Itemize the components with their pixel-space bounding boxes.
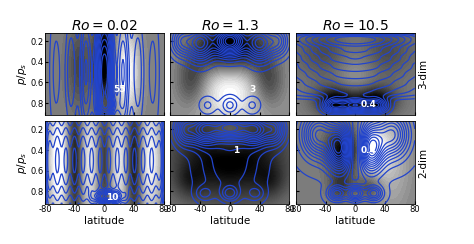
X-axis label: latitude: latitude <box>84 215 125 225</box>
Text: 55: 55 <box>113 85 126 94</box>
Text: 1: 1 <box>233 146 239 155</box>
X-axis label: latitude: latitude <box>335 215 375 225</box>
Title: $Ro = 0.02$: $Ro = 0.02$ <box>71 19 138 33</box>
Title: $Ro = 10.5$: $Ro = 10.5$ <box>322 19 389 33</box>
Text: 0.4: 0.4 <box>361 146 377 155</box>
Text: 10: 10 <box>106 193 118 202</box>
Y-axis label: $p/p_s$: $p/p_s$ <box>15 63 29 85</box>
Text: 0.4: 0.4 <box>361 100 377 109</box>
Title: $Ro = 1.3$: $Ro = 1.3$ <box>201 19 259 33</box>
X-axis label: latitude: latitude <box>210 215 250 225</box>
Y-axis label: $p/p_s$: $p/p_s$ <box>15 151 29 174</box>
Text: 3-dim: 3-dim <box>418 59 428 89</box>
Text: 2-dim: 2-dim <box>418 147 428 178</box>
Text: 3: 3 <box>249 85 255 94</box>
